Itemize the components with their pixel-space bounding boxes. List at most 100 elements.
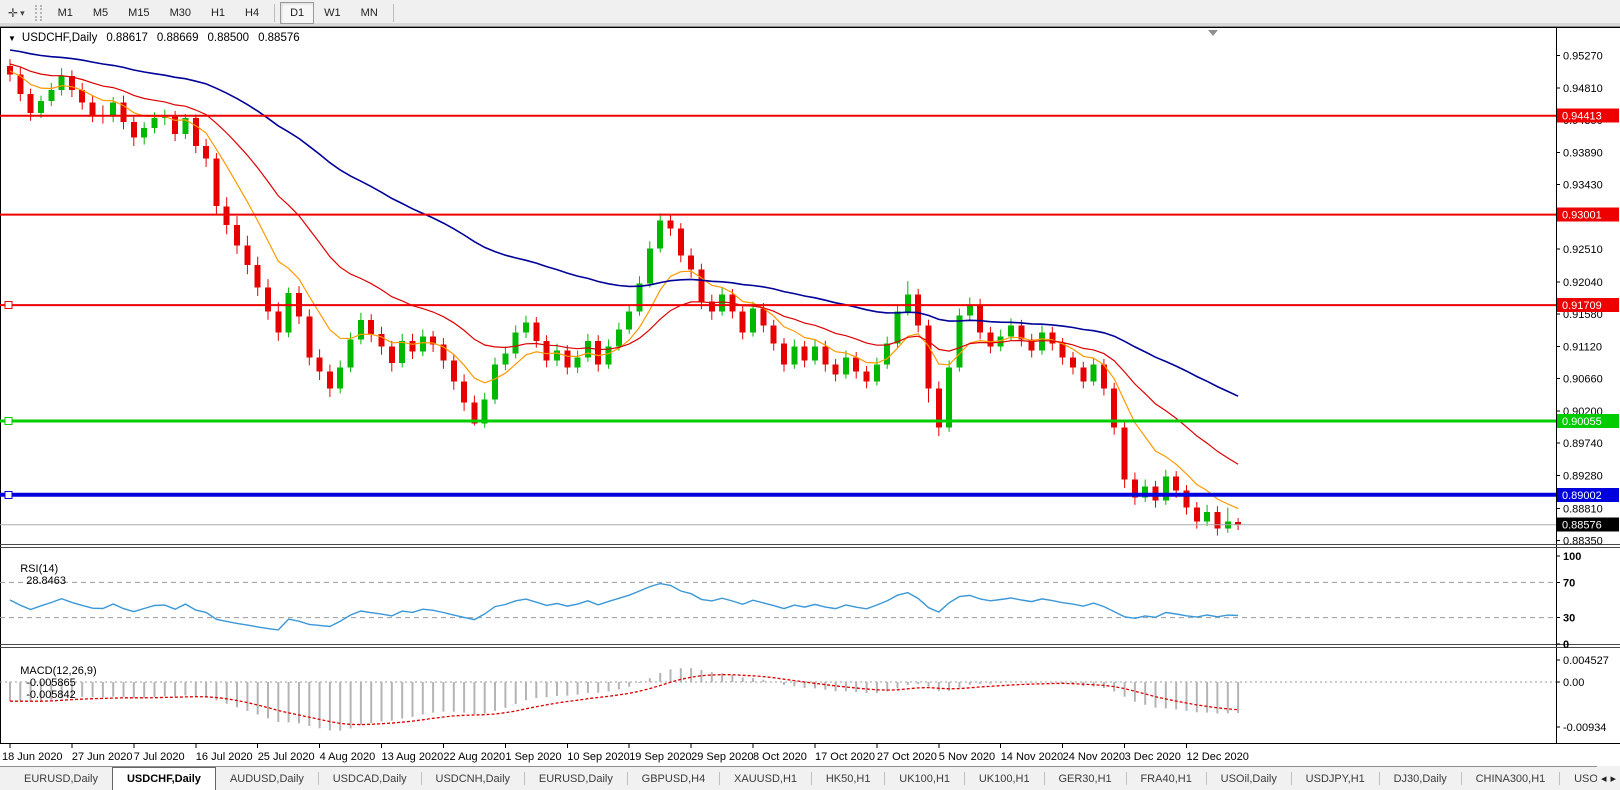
cursor-tool-icon[interactable]: ✛ (8, 6, 19, 20)
svg-text:-0.00934: -0.00934 (1563, 722, 1606, 734)
tab-separator (1043, 772, 1045, 785)
timeframe-button-d1[interactable]: D1 (280, 2, 315, 24)
timeframe-buttons-daily-group: D1 W1 MN (280, 2, 388, 24)
timeframe-toolbar: ✛ ▾ M1 M5 M15 M30 H1 H4 D1 W1 MN (0, 0, 1620, 27)
chart-tab-usdchf-daily[interactable]: USDCHF,Daily (111, 767, 216, 790)
chart-tab-usdcad-daily[interactable]: USDCAD,Daily (332, 772, 407, 785)
svg-text:0.91709: 0.91709 (1562, 300, 1602, 312)
svg-text:1 Sep 2020: 1 Sep 2020 (505, 751, 561, 763)
rsi-value: 28.8463 (26, 575, 66, 587)
tab-separator (1205, 772, 1207, 785)
rsi-name: RSI(14) (20, 563, 59, 575)
ohlc-high: 0.88669 (156, 32, 199, 44)
tab-separator (811, 772, 812, 785)
timeframe-button-m5[interactable]: M5 (92, 7, 109, 19)
chart-tab-hk50-h1[interactable]: HK50,H1 (825, 772, 871, 785)
svg-text:0.94413: 0.94413 (1562, 111, 1602, 123)
svg-text:22 Aug 2020: 22 Aug 2020 (443, 751, 505, 763)
rsi-indicator-label: RSI(14) 28.8463 (8, 551, 66, 599)
svg-text:5 Nov 2020: 5 Nov 2020 (939, 751, 995, 763)
svg-text:0.91580: 0.91580 (1563, 309, 1603, 321)
chart-tab-uk100-h1[interactable]: UK100,H1 (978, 772, 1030, 785)
tab-separator (1125, 772, 1127, 785)
timeframe-button-m1[interactable]: M1 (57, 7, 73, 19)
svg-text:27 Oct 2020: 27 Oct 2020 (877, 751, 937, 763)
chart-tab-uk100-h1[interactable]: UK100,H1 (899, 772, 951, 785)
tabs-scroll-right-icon[interactable]: ▸ (1610, 772, 1616, 785)
svg-text:14 Nov 2020: 14 Nov 2020 (1001, 751, 1063, 763)
timeframe-button-m15[interactable]: M15 (128, 7, 150, 19)
chart-tab-fra40-h1[interactable]: FRA40,H1 (1140, 772, 1192, 785)
timeframe-button-w1[interactable]: W1 (324, 7, 341, 19)
tabs-scroll-left-icon[interactable]: ◂ (1600, 772, 1607, 785)
chart-menu-arrow-icon[interactable]: ▼ (8, 33, 16, 43)
tab-separator (964, 772, 965, 785)
tab-separator (524, 772, 525, 785)
chart-tab-audusd-daily[interactable]: AUDUSD,Daily (229, 772, 304, 785)
timeframe-buttons: M1 M5 M15 M30 H1 H4 (48, 2, 270, 24)
svg-text:30: 30 (1563, 613, 1575, 625)
svg-text:13 Aug 2020: 13 Aug 2020 (382, 751, 444, 763)
svg-text:0.89280: 0.89280 (1563, 470, 1603, 482)
svg-text:7 Jul 2020: 7 Jul 2020 (134, 751, 185, 763)
svg-text:0.88576: 0.88576 (1562, 520, 1602, 532)
svg-text:4 Aug 2020: 4 Aug 2020 (320, 751, 376, 763)
svg-text:16 Jul 2020: 16 Jul 2020 (196, 751, 253, 763)
svg-text:0.92040: 0.92040 (1563, 277, 1603, 289)
chart-tab-eurusd-daily[interactable]: EURUSD,Daily (538, 772, 613, 785)
svg-text:0.88810: 0.88810 (1563, 503, 1603, 515)
svg-text:27 Jun 2020: 27 Jun 2020 (72, 751, 133, 763)
chart-tab-usoil-daily[interactable]: USOil,Daily (1220, 772, 1277, 785)
chart-title: ▼ USDCHF,Daily 0.88617 0.88669 0.88500 0… (8, 32, 300, 44)
timeframe-button-h1[interactable]: H1 (210, 7, 226, 19)
macd-name: MACD(12,26,9) (20, 665, 97, 677)
price-level-lines[interactable]: 0.94413 0.93001 0.91709 0.90055 0.89002 (0, 108, 1619, 502)
date-axis: 18 Jun 2020 27 Jun 2020 7 Jul 2020 16 Jul 2… (2, 744, 1249, 763)
svg-text:10 Sep 2020: 10 Sep 2020 (567, 751, 629, 763)
chart-tabs-bar: EURUSD,Daily USDCHF,Daily AUDUSD,Daily USDC… (0, 766, 1620, 790)
svg-text:0.91120: 0.91120 (1563, 341, 1602, 353)
toolbar-separator (392, 4, 394, 22)
current-price-line: 0.88576 (0, 517, 1619, 532)
chart-tab-dj30-daily[interactable]: DJ30,Daily (1393, 772, 1447, 785)
tab-separator (719, 772, 721, 785)
chart-shift-marker[interactable] (1208, 30, 1218, 36)
tab-separator (1460, 772, 1462, 785)
chart-tab-usdcnh-daily[interactable]: USDCNH,Daily (435, 772, 511, 785)
svg-text:0.94810: 0.94810 (1563, 83, 1603, 95)
tab-separator (1378, 772, 1380, 785)
svg-text:0.00: 0.00 (1563, 677, 1584, 689)
macd-pane: 0.004527 0.00 -0.00934 (0, 655, 1609, 734)
cursor-tool-dropdown-icon[interactable]: ▾ (20, 7, 25, 18)
svg-text:19 Sep 2020: 19 Sep 2020 (629, 751, 691, 763)
candlesticks (7, 59, 1242, 536)
chart-tab-usdjpy-h1[interactable]: USDJPY,H1 (1305, 772, 1365, 785)
tab-separator (420, 772, 422, 785)
timeframe-button-m30[interactable]: M30 (169, 7, 191, 19)
svg-text:0: 0 (1563, 639, 1569, 651)
svg-text:25 Jul 2020: 25 Jul 2020 (258, 751, 315, 763)
svg-text:17 Oct 2020: 17 Oct 2020 (815, 751, 875, 763)
chart-tab-xauusd-h1[interactable]: XAUUSD,H1 (734, 772, 798, 785)
chart-tab-gbpusd-h4[interactable]: GBPUSD,H4 (641, 772, 706, 785)
tab-separator (1290, 772, 1292, 785)
moving-average-lines (9, 49, 1239, 510)
svg-text:0.92510: 0.92510 (1563, 244, 1603, 256)
svg-text:0.93430: 0.93430 (1563, 180, 1603, 192)
chart-tab-eurusd-daily[interactable]: EURUSD,Daily (24, 772, 98, 785)
toolbar-grip[interactable] (34, 5, 42, 21)
svg-text:24 Nov 2020: 24 Nov 2020 (1063, 751, 1125, 763)
svg-text:0.93890: 0.93890 (1563, 147, 1603, 159)
timeframe-button-h4[interactable]: H4 (245, 7, 260, 19)
macd-signal-value: -0.005842 (26, 689, 76, 701)
svg-text:0.93001: 0.93001 (1562, 210, 1602, 222)
svg-text:8 Oct 2020: 8 Oct 2020 (753, 751, 807, 763)
chart-tab-china300-h1[interactable]: CHINA300,H1 (1475, 772, 1546, 785)
tab-separator (884, 772, 886, 785)
svg-text:3 Dec 2020: 3 Dec 2020 (1125, 751, 1181, 763)
rsi-pane: 100 70 30 0 (0, 551, 1581, 651)
timeframe-button-mn[interactable]: MN (360, 7, 378, 19)
chart-tab-ger30-h1[interactable]: GER30,H1 (1058, 772, 1112, 785)
ohlc-close: 0.88576 (258, 32, 300, 44)
